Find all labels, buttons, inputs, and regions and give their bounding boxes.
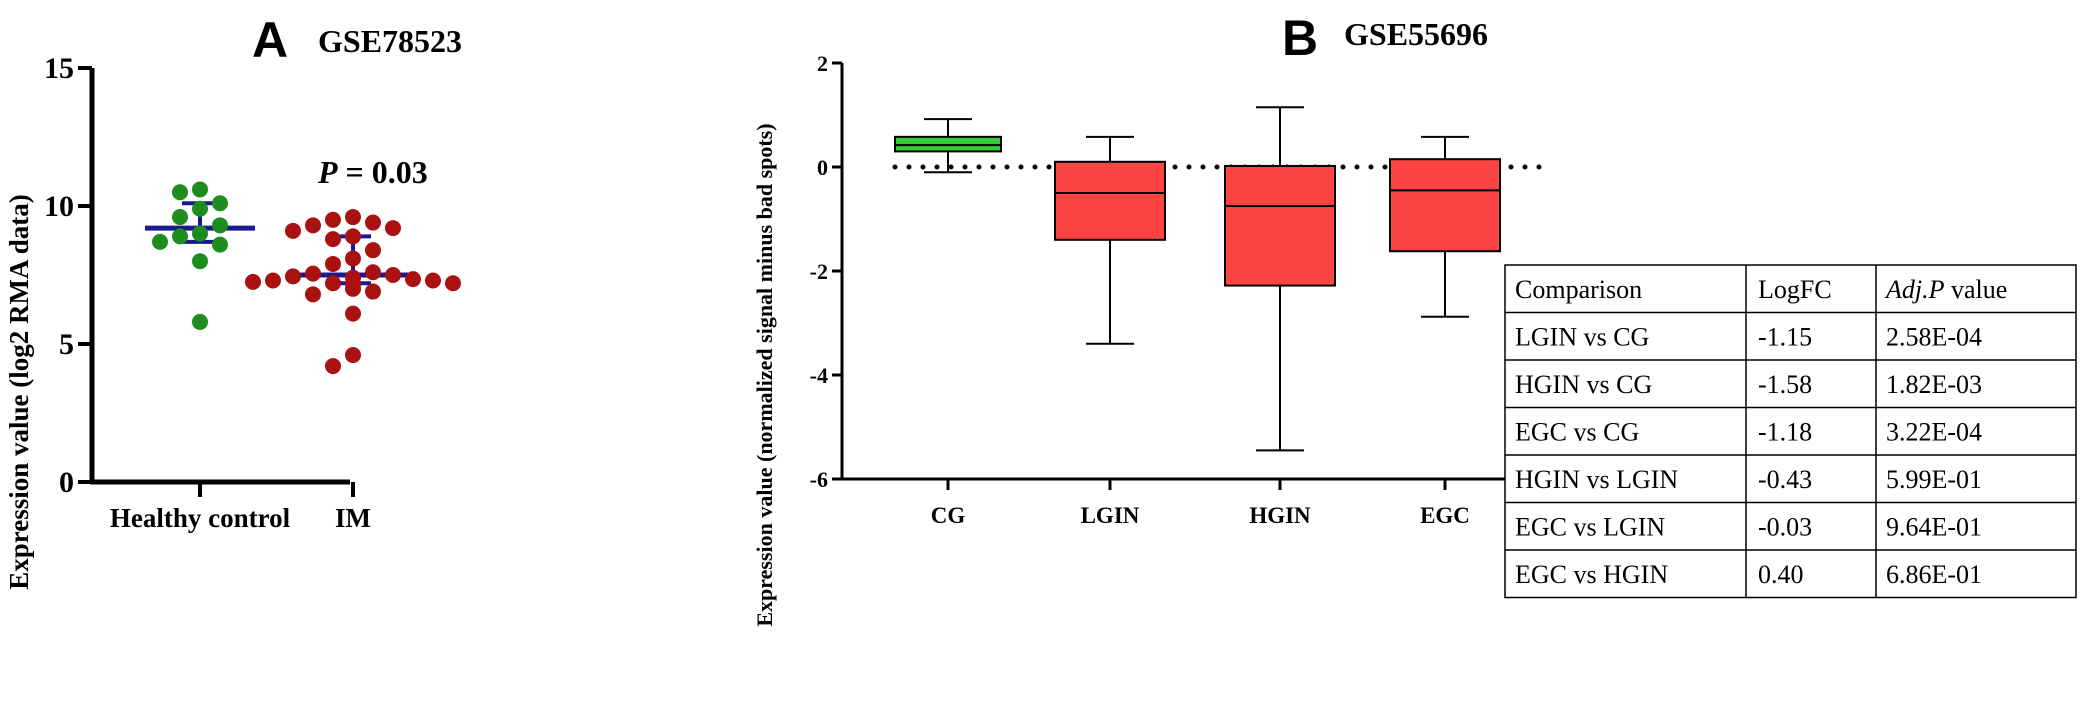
panel-a-data-point bbox=[305, 217, 321, 234]
panel-a-data-point bbox=[212, 236, 228, 253]
comparison-table-header: LogFC bbox=[1758, 275, 1832, 304]
panel-a: A GSE78523 Expression value (log2 RMA da… bbox=[4, 12, 462, 590]
comparison-table-header: Adj.P value bbox=[1884, 275, 2007, 304]
panel-a-y-axis-title: Expression value (log2 RMA data) bbox=[4, 194, 34, 590]
comparison-table-cell: EGC vs LGIN bbox=[1515, 513, 1665, 542]
panel-a-y-tick-label: 0 bbox=[59, 466, 74, 499]
comparison-table-cell: -0.03 bbox=[1758, 513, 1812, 542]
comparison-table: Comparison LogFC Adj.P value LGIN vs CG -1.1… bbox=[1504, 264, 2077, 599]
panel-a-marks bbox=[145, 181, 461, 375]
panel-a-data-point bbox=[345, 209, 361, 226]
panel-a-data-point bbox=[385, 267, 401, 283]
panel-a-data-point bbox=[325, 358, 341, 375]
panel-a-y-tick-label: 10 bbox=[44, 190, 74, 223]
panel-a-data-point bbox=[365, 283, 381, 300]
panel-a-data-point bbox=[192, 200, 208, 217]
panel-a-data-point bbox=[345, 250, 361, 267]
panel-a-p-value: P = 0.03 bbox=[317, 154, 428, 190]
panel-a-data-point bbox=[245, 273, 261, 290]
panel-a-data-point bbox=[325, 255, 341, 272]
comparison-table-cell: 0.40 bbox=[1758, 560, 1804, 589]
panel-a-data-point bbox=[325, 275, 341, 292]
panel-b-y-axis-title: Expression value (normalized signal minu… bbox=[752, 123, 777, 626]
panel-a-data-point bbox=[212, 217, 228, 234]
comparison-table-cell: 5.99E-01 bbox=[1886, 465, 1982, 494]
comparison-table-header-rest: value bbox=[1945, 275, 2008, 304]
comparison-table-cell: -1.15 bbox=[1758, 323, 1812, 352]
comparison-table-cell: 2.58E-04 bbox=[1886, 323, 1982, 352]
comparison-table-cell: -0.43 bbox=[1758, 465, 1812, 494]
panel-a-data-point bbox=[192, 313, 208, 330]
panel-a-data-point bbox=[325, 231, 341, 248]
panel-a-axes: 0 5 10 15 Healthy control IM bbox=[44, 52, 371, 533]
panel-a-data-point bbox=[345, 228, 361, 245]
panel-a-data-point bbox=[265, 272, 281, 289]
comparison-table-header-italic: Adj.P bbox=[1884, 275, 1945, 304]
panel-a-x-tick-label: Healthy control bbox=[110, 503, 291, 533]
panel-b-x-tick-label: EGC bbox=[1420, 503, 1470, 528]
panel-b: B GSE55696 Expression value (normalized … bbox=[752, 10, 2077, 627]
comparison-table-cell: HGIN vs LGIN bbox=[1515, 465, 1678, 494]
comparison-table-cell: 1.82E-03 bbox=[1886, 370, 1982, 399]
panel-b-box bbox=[1389, 158, 1501, 253]
panel-a-data-point bbox=[192, 253, 208, 270]
panel-b-x-tick-label: HGIN bbox=[1249, 503, 1311, 528]
panel-a-data-point bbox=[305, 265, 321, 282]
panel-b-axes: 2 0 -2 -4 -6 CG LGIN HGIN EGC bbox=[810, 51, 1553, 528]
panel-b-y-tick-label: -6 bbox=[810, 467, 828, 492]
panel-a-data-point bbox=[365, 264, 381, 281]
panel-a-data-point bbox=[172, 184, 188, 201]
panel-a-data-point bbox=[285, 268, 301, 285]
panel-a-data-point bbox=[345, 305, 361, 322]
panel-a-data-point bbox=[425, 272, 441, 289]
panel-a-data-point bbox=[345, 280, 361, 297]
comparison-table-cell: -1.18 bbox=[1758, 418, 1812, 447]
panel-a-data-point bbox=[172, 228, 188, 245]
comparison-table-cell: EGC vs CG bbox=[1515, 418, 1639, 447]
panel-a-p-prefix: P bbox=[317, 154, 338, 190]
panel-a-data-point bbox=[192, 181, 208, 198]
panel-a-data-point bbox=[365, 214, 381, 231]
panel-b-box bbox=[1054, 160, 1166, 241]
comparison-table-cell: LGIN vs CG bbox=[1515, 323, 1649, 352]
panel-a-data-point bbox=[365, 242, 381, 259]
panel-a-data-point bbox=[172, 209, 188, 226]
panel-a-data-point bbox=[385, 220, 401, 237]
panel-a-data-point bbox=[325, 211, 341, 228]
panel-a-data-point bbox=[152, 233, 168, 250]
panel-a-data-point bbox=[285, 222, 301, 239]
panel-b-marks bbox=[894, 106, 1501, 452]
comparison-table-cell: -1.58 bbox=[1758, 370, 1812, 399]
panel-a-letter: A bbox=[252, 12, 288, 68]
panel-a-data-point bbox=[405, 271, 421, 288]
panel-b-box bbox=[1224, 164, 1336, 287]
comparison-table-header: Comparison bbox=[1515, 275, 1642, 304]
panel-b-letter: B bbox=[1282, 10, 1318, 66]
panel-a-data-point bbox=[192, 225, 208, 242]
panel-b-x-tick-label: CG bbox=[931, 503, 966, 528]
panel-b-box bbox=[894, 135, 1002, 153]
comparison-table-cell: HGIN vs CG bbox=[1515, 370, 1652, 399]
panel-a-data-point bbox=[345, 347, 361, 364]
comparison-table-cell: EGC vs HGIN bbox=[1515, 560, 1668, 589]
comparison-table-cell: 3.22E-04 bbox=[1886, 418, 1982, 447]
panel-b-x-tick-label: LGIN bbox=[1081, 503, 1140, 528]
panel-a-data-point bbox=[445, 275, 461, 292]
panel-a-data-point bbox=[305, 286, 321, 303]
panel-b-y-tick-label: -4 bbox=[810, 363, 828, 388]
panel-a-title: GSE78523 bbox=[318, 23, 462, 59]
panel-a-x-tick-label: IM bbox=[335, 503, 371, 533]
panel-a-p-text: = 0.03 bbox=[338, 154, 428, 190]
panel-b-y-tick-label: 0 bbox=[817, 155, 828, 180]
panel-a-y-tick-label: 5 bbox=[59, 328, 74, 361]
panel-b-y-tick-label: 2 bbox=[817, 51, 828, 76]
panel-b-y-tick-label: -2 bbox=[810, 259, 828, 284]
comparison-table-cell: 6.86E-01 bbox=[1886, 560, 1982, 589]
panel-a-data-point bbox=[212, 195, 228, 212]
panel-b-title: GSE55696 bbox=[1344, 16, 1488, 52]
panel-a-y-tick-label: 15 bbox=[44, 52, 74, 85]
comparison-table-cell: 9.64E-01 bbox=[1886, 513, 1982, 542]
comparison-table-border bbox=[1504, 264, 2077, 599]
